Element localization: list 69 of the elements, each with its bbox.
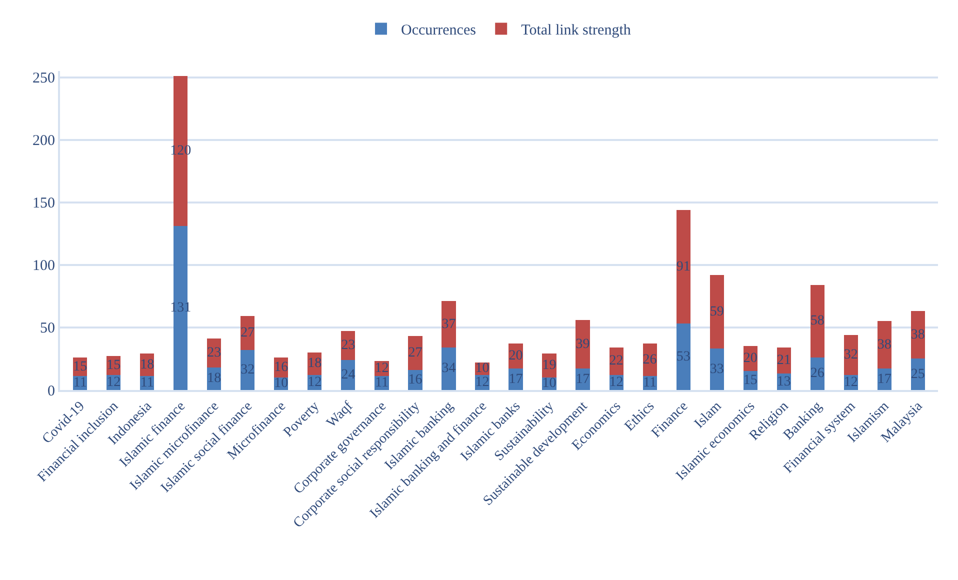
data-label: 27	[240, 326, 255, 341]
data-label: 11	[73, 376, 87, 391]
data-label: 19	[542, 358, 556, 374]
data-label: 17	[576, 372, 590, 387]
data-label: 91	[676, 259, 690, 274]
y-tick-label: 100	[32, 258, 55, 274]
data-label: 13	[776, 374, 791, 390]
y-tick-label: 0	[48, 383, 55, 400]
data-label: 24	[341, 367, 356, 382]
y-tick-label: 150	[32, 196, 55, 212]
data-label: 26	[810, 366, 824, 382]
data-label: 15	[743, 373, 758, 388]
y-tick-label: 250	[32, 70, 55, 86]
bar	[710, 274, 724, 349]
data-label: 21	[776, 353, 791, 368]
bar	[844, 334, 858, 375]
data-label: 22	[609, 354, 624, 369]
data-label: 12	[609, 374, 624, 390]
data-label: 12	[374, 361, 389, 376]
data-label: 37	[442, 316, 456, 332]
data-label: 20	[508, 348, 523, 364]
data-label: 11	[374, 376, 388, 391]
data-label: 34	[442, 361, 456, 376]
data-label: 15	[73, 359, 88, 374]
data-label: 59	[710, 304, 724, 320]
data-label: 20	[743, 351, 758, 366]
data-label: 23	[341, 338, 356, 354]
legend-label: Occurrences	[401, 22, 476, 39]
data-label: 39	[576, 336, 590, 352]
data-label: 10	[475, 361, 490, 376]
y-tick-label: 200	[32, 133, 55, 150]
bar	[576, 320, 590, 369]
bar	[710, 348, 724, 390]
legend-label: Total link strength	[521, 22, 632, 39]
data-label: 58	[810, 314, 824, 329]
data-label: 17	[877, 372, 892, 387]
data-label: 10	[542, 376, 556, 392]
data-label: 12	[844, 374, 858, 390]
data-label: 11	[643, 376, 657, 391]
data-label: 38	[877, 337, 892, 352]
data-label: 26	[642, 352, 657, 368]
bar	[676, 210, 690, 324]
data-label: 12	[106, 374, 121, 390]
data-label: 38	[910, 327, 925, 342]
data-label: 18	[140, 357, 154, 372]
data-label: 33	[710, 362, 724, 377]
data-label: 15	[106, 358, 121, 374]
bar	[240, 316, 255, 350]
data-label: 18	[308, 356, 322, 372]
bar	[810, 284, 824, 358]
data-label: 12	[475, 374, 490, 390]
data-label: 12	[308, 374, 322, 390]
bar	[442, 301, 456, 348]
data-label: 32	[844, 347, 858, 362]
data-label: 11	[140, 376, 154, 391]
data-label: 18	[207, 371, 222, 386]
bar	[676, 324, 690, 390]
data-label: 27	[408, 346, 422, 361]
bar	[408, 336, 422, 370]
bar	[442, 347, 456, 390]
data-label: 10	[274, 376, 288, 392]
data-label: 16	[274, 360, 288, 375]
data-label: 32	[240, 362, 255, 378]
data-label: 17	[508, 372, 523, 387]
data-label: 23	[207, 346, 222, 361]
data-label: 25	[910, 366, 925, 382]
data-label: 53	[676, 349, 690, 364]
y-tick-label: 50	[40, 320, 55, 337]
data-label: 16	[408, 372, 422, 388]
